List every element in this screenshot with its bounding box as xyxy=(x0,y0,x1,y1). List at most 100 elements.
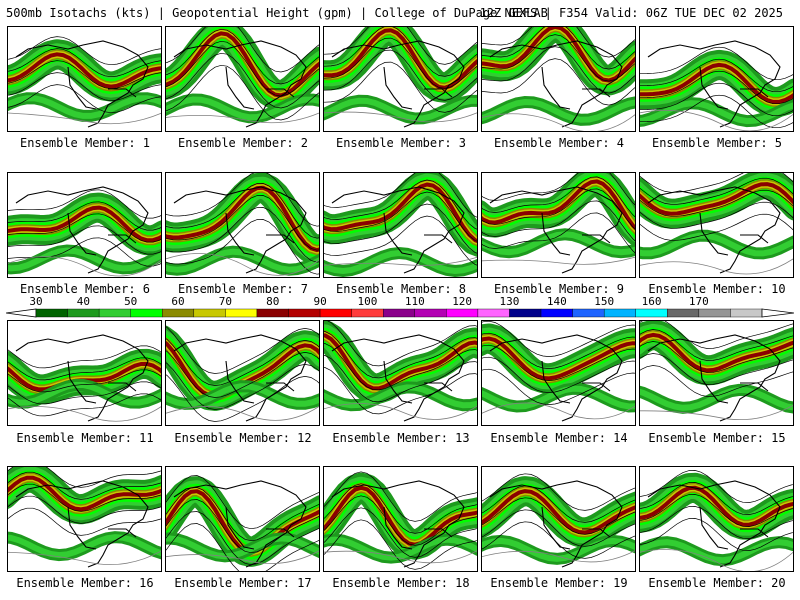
jet-band xyxy=(482,336,635,381)
colorbar-swatch xyxy=(35,308,68,318)
height-contour xyxy=(640,189,793,217)
height-contour xyxy=(166,40,319,97)
colorbar-tick-label: 50 xyxy=(124,295,138,308)
low-height-contour xyxy=(482,550,635,563)
low-height-contour xyxy=(166,405,319,421)
height-contour xyxy=(166,511,319,566)
height-contour xyxy=(324,483,477,534)
colorbar-tick-label: 140 xyxy=(546,295,567,308)
height-contour xyxy=(482,27,635,58)
height-contour xyxy=(640,518,793,551)
low-height-contour xyxy=(324,403,477,420)
height-contour xyxy=(324,173,477,218)
ensemble-member-label: Ensemble Member: 20 xyxy=(648,576,786,590)
ensemble-member-map-panel xyxy=(323,172,478,278)
ensemble-member-label: Ensemble Member: 12 xyxy=(174,431,312,445)
low-height-contour xyxy=(324,256,477,266)
colorbar-tick-label: 80 xyxy=(266,295,280,308)
low-height-contour xyxy=(640,258,793,275)
colorbar-swatch xyxy=(667,308,700,318)
ensemble-member-map-panel xyxy=(7,466,162,572)
height-contour xyxy=(640,365,793,397)
low-height-contour xyxy=(640,404,793,420)
jet-band xyxy=(482,385,635,410)
height-contour xyxy=(482,509,635,547)
colorbar-tick-label: 100 xyxy=(357,295,378,308)
height-contour xyxy=(8,471,161,500)
coastline xyxy=(489,186,623,274)
ensemble-member-label: Ensemble Member: 15 xyxy=(648,431,786,445)
coastline xyxy=(15,40,149,128)
height-contour xyxy=(8,48,161,78)
height-contour xyxy=(640,46,793,81)
ensemble-member-map-panel xyxy=(7,26,162,132)
height-contour xyxy=(324,355,477,403)
height-contour xyxy=(482,34,635,82)
height-contour xyxy=(324,519,477,570)
ensemble-map xyxy=(8,334,161,422)
height-contour xyxy=(166,52,319,109)
height-contour xyxy=(166,173,319,227)
height-contour xyxy=(640,173,793,193)
height-contour xyxy=(640,82,793,117)
low-height-contour xyxy=(8,112,161,125)
ensemble-member-label: Ensemble Member: 13 xyxy=(332,431,470,445)
ensemble-member-map-panel xyxy=(7,172,162,278)
run-valid-time: 12Z GEFS | F354 Valid: 06Z TUE DEC 02 20… xyxy=(479,6,783,20)
height-contour xyxy=(166,27,319,73)
ensemble-member-label: Ensemble Member: 17 xyxy=(174,576,312,590)
colorbar-swatch xyxy=(572,308,605,318)
jet-band xyxy=(482,179,635,231)
colorbar-tick-label: 150 xyxy=(594,295,615,308)
coastline xyxy=(173,186,307,274)
height-contour xyxy=(8,467,161,488)
height-contour xyxy=(640,494,793,527)
ensemble-member-label: Ensemble Member: 8 xyxy=(335,282,467,296)
height-contour xyxy=(166,28,319,85)
height-contour xyxy=(324,471,477,522)
colorbar-swatch xyxy=(162,308,195,318)
ensemble-map xyxy=(324,27,477,128)
height-contour xyxy=(640,177,793,205)
ensemble-member-map-panel xyxy=(481,320,636,426)
ensemble-map xyxy=(482,173,635,274)
colorbar-swatch xyxy=(351,308,384,318)
low-height-contour xyxy=(324,111,477,123)
coastline xyxy=(647,480,781,568)
coastline xyxy=(331,480,465,568)
colorbar-swatch xyxy=(288,308,321,318)
jet-band xyxy=(640,62,793,104)
height-contour xyxy=(482,497,635,535)
height-contour xyxy=(166,326,319,374)
height-contour xyxy=(482,173,635,206)
height-contour xyxy=(482,332,635,369)
jet-band xyxy=(166,248,319,273)
colorbar-tick-label: 170 xyxy=(688,295,709,308)
colorbar-tick-label: 130 xyxy=(499,295,520,308)
height-contour xyxy=(166,207,319,263)
ensemble-map xyxy=(640,321,793,422)
coastline xyxy=(173,40,307,128)
ensemble-member-label: Ensemble Member: 6 xyxy=(19,282,151,296)
jet-band xyxy=(8,52,161,89)
colorbar-swatch xyxy=(256,308,289,318)
ensemble-map xyxy=(482,27,635,131)
colorbar-swatch xyxy=(635,308,668,318)
jet-band xyxy=(324,485,477,547)
ensemble-member-map-panel xyxy=(481,172,636,278)
header: 500mb Isotachs (kts) | Geopotential Heig… xyxy=(0,0,800,24)
ensemble-member-label: Ensemble Member: 16 xyxy=(16,576,154,590)
height-contour xyxy=(324,49,477,101)
height-contour xyxy=(324,179,477,230)
colorbar-tick-label: 60 xyxy=(171,295,185,308)
height-contour xyxy=(640,58,793,93)
ensemble-map xyxy=(166,27,319,128)
jet-band xyxy=(166,31,319,98)
height-contour xyxy=(640,213,793,241)
ensemble-member-map-panel xyxy=(323,320,478,426)
height-contour xyxy=(640,201,793,229)
ensemble-member-label: Ensemble Member: 19 xyxy=(490,576,628,590)
colorbar-swatch xyxy=(698,308,731,318)
height-contour xyxy=(166,64,319,121)
low-height-contour xyxy=(8,550,161,566)
